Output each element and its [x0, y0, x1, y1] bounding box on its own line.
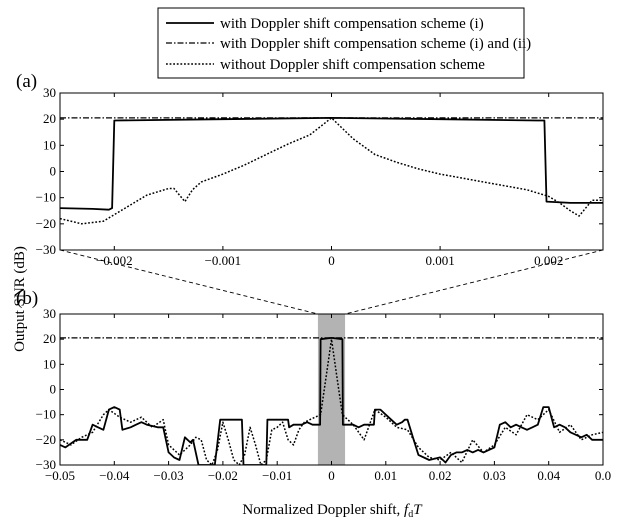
x-tick-label: −0.01: [262, 468, 292, 483]
legend: with Doppler shift compensation scheme (…: [157, 7, 531, 79]
y-tick-label: 30: [43, 85, 56, 100]
legend-label-without: without Doppler shift compensation schem…: [220, 57, 485, 73]
y-tick-label: 30: [43, 306, 56, 321]
x-tick-label: −0.02: [208, 468, 238, 483]
y-tick-label: 10: [43, 356, 56, 371]
panel-label-a: (a): [16, 71, 37, 92]
x-tick-label: −0.04: [99, 468, 130, 483]
legend-label-scheme-i: with Doppler shift compensation scheme (…: [220, 16, 484, 32]
x-tick-label: 0.02: [429, 468, 452, 483]
plot-area: [60, 337, 603, 465]
x-axis-label: Normalized Doppler shift, fdT: [242, 502, 423, 520]
zoom-connector-right: [344, 249, 604, 315]
y-tick-label: 0: [50, 382, 57, 397]
x-tick-label: 0.002: [534, 253, 563, 268]
y-tick-label: −30: [36, 242, 56, 257]
x-tick-label: 0.04: [537, 468, 560, 483]
y-tick-label: 20: [43, 111, 56, 126]
zoom-connector-lines: [59, 249, 604, 315]
panel-b: 30 20 10 0 −10 −20 −30−0.05 −0.04 −0.03 −0.02 −0.0…: [36, 306, 611, 483]
legend-label-scheme-i-ii: with Doppler shift compensation scheme (…: [220, 36, 531, 52]
x-tick-label: −0.002: [96, 253, 133, 268]
x-tick-label: 0: [328, 468, 335, 483]
panel-a: 30 20 10 0 −10 −20 −30 −0.002 −0.001 0 0.001 0.002: [36, 85, 604, 268]
panel-label-b: (b): [16, 288, 38, 309]
x-tick-label: −0.03: [154, 468, 184, 483]
x-tick-label: −0.001: [205, 253, 242, 268]
plot-area: [60, 117, 603, 225]
series-line-dotted: [60, 338, 603, 465]
zoom-region-highlight: [317, 314, 346, 465]
x-tick-label: 0.01: [374, 468, 397, 483]
x-tick-label: 0: [328, 253, 335, 268]
y-tick-label: −10: [36, 190, 56, 205]
y-tick-label: 0: [50, 164, 57, 179]
x-tick-label: 0.001: [425, 253, 454, 268]
y-tick-label: −30: [36, 457, 56, 472]
x-tick-label: 0.0: [595, 468, 611, 483]
series-line-solid: [60, 117, 603, 211]
axes-frame: [59, 92, 604, 251]
zoom-connector-left: [59, 249, 319, 315]
y-tick-label: 20: [43, 331, 56, 346]
series-line-dotted: [60, 117, 603, 225]
y-tick-label: −10: [36, 407, 56, 422]
y-tick-label: 10: [43, 137, 56, 152]
y-tick-label: −20: [36, 432, 56, 447]
x-tick-label: 0.03: [483, 468, 506, 483]
x-tick-label: −0.05: [45, 468, 75, 483]
y-tick-label: −20: [36, 216, 56, 231]
y-axis-label: Output SNR (dB): [12, 246, 28, 352]
legend-box: [157, 7, 525, 79]
